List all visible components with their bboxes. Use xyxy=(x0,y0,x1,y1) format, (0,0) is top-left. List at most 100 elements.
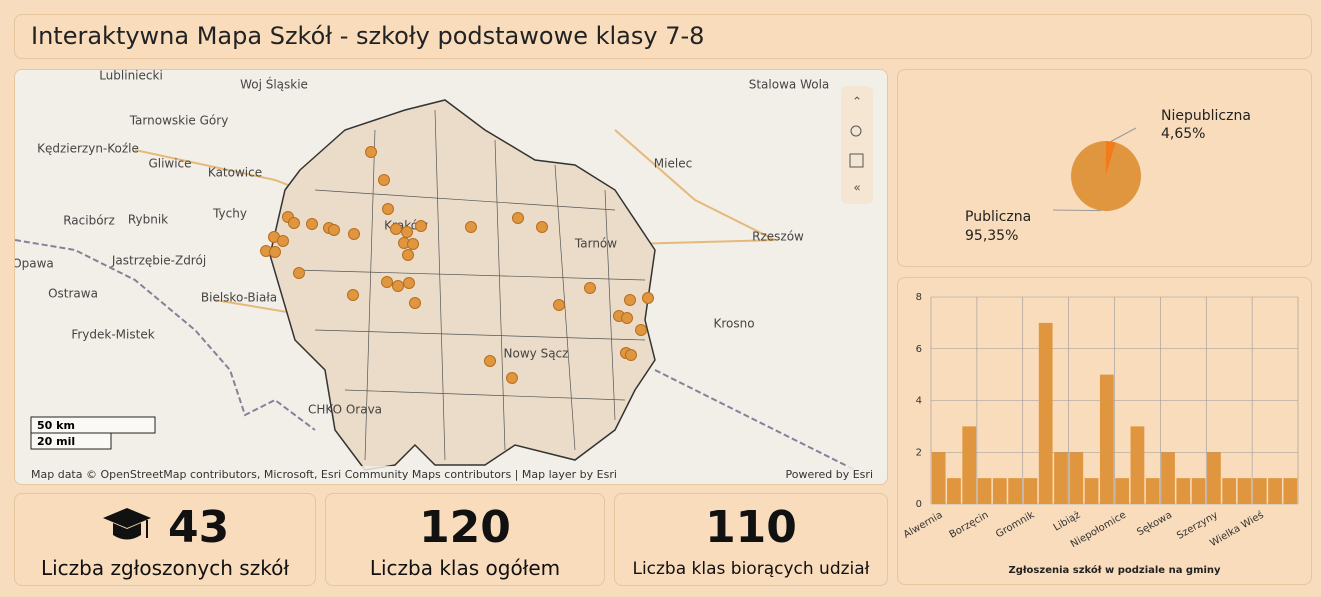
map-label: Kędzierzyn-Koźle xyxy=(37,142,139,156)
school-marker[interactable] xyxy=(401,226,413,238)
region xyxy=(269,99,656,471)
map-label: Tarnowskie Góry xyxy=(129,114,229,128)
bar xyxy=(1115,478,1130,504)
pie-slice xyxy=(1071,141,1141,212)
bar xyxy=(1237,478,1252,504)
school-marker[interactable] xyxy=(288,217,300,229)
school-marker[interactable] xyxy=(625,349,637,361)
bar xyxy=(1207,452,1221,504)
map-label: Rzeszów xyxy=(752,230,804,244)
kpi-value: 120 xyxy=(419,502,511,553)
school-marker[interactable] xyxy=(642,292,654,304)
school-marker[interactable] xyxy=(415,220,427,232)
bar xyxy=(1176,478,1191,504)
y-tick-label: 4 xyxy=(916,396,922,407)
bar xyxy=(1130,426,1145,504)
bar xyxy=(1145,478,1160,504)
bar xyxy=(1069,452,1084,504)
school-marker[interactable] xyxy=(348,228,360,240)
scale-label: 20 mil xyxy=(37,435,75,448)
map-label: Racibórz xyxy=(63,214,115,228)
map-label: Nowy Sącz xyxy=(504,347,569,361)
bar xyxy=(1283,478,1298,504)
map-label: Rybnik xyxy=(128,213,168,227)
map-label: Krosno xyxy=(713,317,754,331)
school-marker[interactable] xyxy=(382,203,394,215)
bar xyxy=(962,426,977,504)
x-tick-label: Borzęcin xyxy=(948,510,991,541)
title: Interaktywna Mapa Szkół - szkoły podstaw… xyxy=(31,22,705,50)
school-marker[interactable] xyxy=(407,238,419,250)
kpi-card: 43 Liczba zgłoszonych szkół xyxy=(14,493,316,586)
map-label: Ostrawa xyxy=(48,287,98,301)
school-marker[interactable] xyxy=(506,372,518,384)
school-marker[interactable] xyxy=(403,277,415,289)
map-label: Mielec xyxy=(654,157,692,171)
kpi-card: 120 Liczba klas ogółem xyxy=(325,493,605,586)
school-marker[interactable] xyxy=(381,276,393,288)
powered-by: Powered by Esri xyxy=(785,468,873,481)
search-button[interactable] xyxy=(850,125,862,137)
school-marker[interactable] xyxy=(269,246,281,258)
school-marker[interactable] xyxy=(624,294,636,306)
pie-panel: Niepubliczna 4,65% Publiczna 95,35% xyxy=(897,69,1312,267)
school-marker[interactable] xyxy=(328,224,340,236)
graduation-icon xyxy=(102,508,151,540)
kpi-label: Liczba zgłoszonych szkół xyxy=(40,556,290,580)
school-marker[interactable] xyxy=(553,299,565,311)
qr-button[interactable] xyxy=(849,153,864,168)
school-marker[interactable] xyxy=(536,221,548,233)
bar xyxy=(1161,452,1175,504)
kpi-label: Liczba klas biorących udział xyxy=(632,559,870,579)
x-tick-label: Sękowa xyxy=(1135,510,1174,539)
x-tick-label: Alwernia xyxy=(902,510,945,541)
school-marker[interactable] xyxy=(277,235,289,247)
school-marker[interactable] xyxy=(390,223,402,235)
x-tick-label: Gromnik xyxy=(994,510,1036,541)
school-marker[interactable] xyxy=(306,218,318,230)
school-marker[interactable] xyxy=(584,282,596,294)
header: Interaktywna Mapa Szkół - szkoły podstaw… xyxy=(14,14,1312,59)
bar xyxy=(1191,478,1206,504)
school-marker[interactable] xyxy=(392,280,404,292)
school-marker[interactable] xyxy=(402,249,414,261)
kpi-value: 110 xyxy=(705,502,797,553)
bar xyxy=(1222,478,1237,504)
bar xyxy=(1252,478,1267,504)
school-marker[interactable] xyxy=(465,221,477,233)
map-canvas[interactable]: Lubliniecki Woj Śląskie Tarnowskie Góry Kęd… xyxy=(15,70,888,485)
kpi-value: 43 xyxy=(168,502,230,553)
school-marker[interactable] xyxy=(347,289,359,301)
school-marker[interactable] xyxy=(484,355,496,367)
pie-chart: Niepubliczna 4,65% Publiczna 95,35% xyxy=(965,108,1251,244)
school-marker[interactable] xyxy=(409,297,421,309)
bar xyxy=(1084,478,1099,504)
district-lines xyxy=(294,109,646,461)
bar xyxy=(947,478,961,504)
school-marker[interactable] xyxy=(378,174,390,186)
map[interactable]: Lubliniecki Woj Śląskie Tarnowskie Góry Kęd… xyxy=(14,69,888,485)
slice-name: Publiczna xyxy=(965,209,1031,225)
map-label: Tychy xyxy=(212,207,247,221)
school-marker[interactable] xyxy=(365,146,377,158)
bar xyxy=(1054,452,1068,504)
school-marker[interactable] xyxy=(293,267,305,279)
map-label: Jastrzębie-Zdrój xyxy=(111,254,206,268)
school-marker[interactable] xyxy=(512,212,524,224)
collapse-button[interactable]: ⌃ xyxy=(852,95,862,109)
pie-slice xyxy=(1106,141,1117,176)
leader-line xyxy=(1110,127,1137,142)
slice-label: 4,65% xyxy=(1161,126,1205,142)
x-tick-label: Libiąż xyxy=(1052,510,1082,534)
kpi-card: 110 Liczba klas biorących udział xyxy=(614,493,888,586)
bar xyxy=(977,478,992,504)
expand-button[interactable]: « xyxy=(853,181,860,195)
map-label: Stalowa Wola xyxy=(749,78,830,92)
slice-label: 95,35% xyxy=(965,228,1018,244)
y-tick-label: 8 xyxy=(916,292,922,303)
school-marker[interactable] xyxy=(621,312,633,324)
school-marker[interactable] xyxy=(635,324,647,336)
scale-label: 50 km xyxy=(37,419,75,432)
